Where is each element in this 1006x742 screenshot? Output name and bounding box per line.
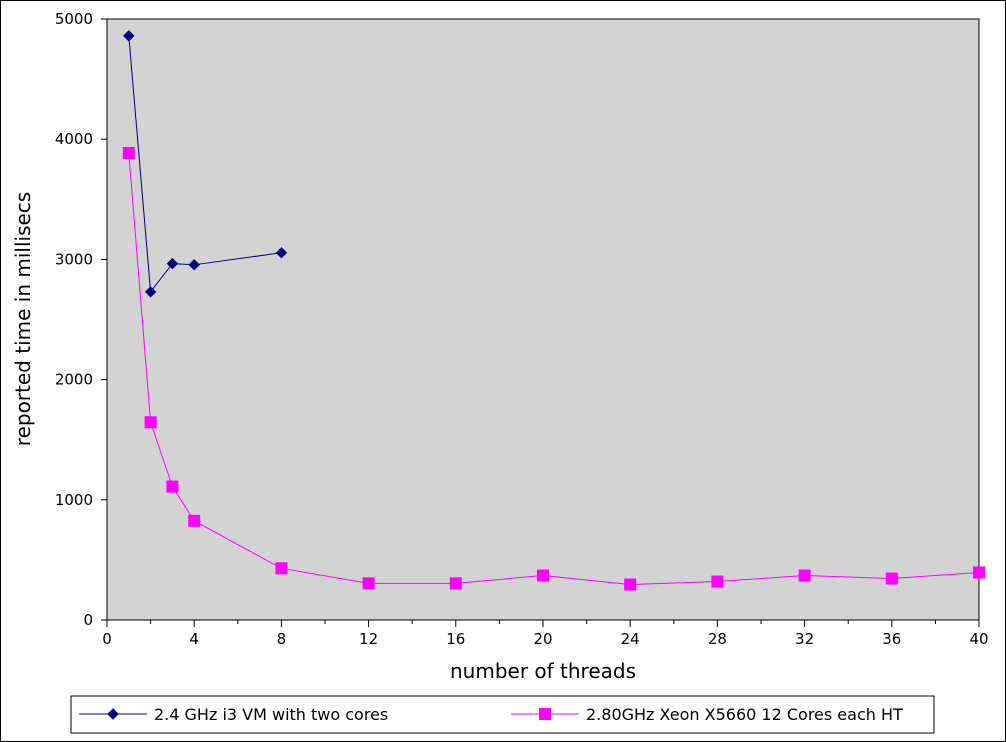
y-tick-label: 0 <box>83 611 93 629</box>
x-tick-label: 32 <box>795 630 814 648</box>
data-point <box>885 572 898 585</box>
plot-area <box>106 18 980 621</box>
legend-entry: 2.80GHz Xeon X5660 12 Cores each HT <box>511 705 903 724</box>
y-axis-title: reported time in millisecs <box>11 192 35 446</box>
x-tick-label: 12 <box>359 630 378 648</box>
data-point <box>144 416 157 429</box>
x-tick-label: 8 <box>277 630 287 648</box>
data-point <box>188 514 201 527</box>
x-tick-label: 0 <box>102 630 112 648</box>
legend: 2.4 GHz i3 VM with two cores 2.80GHz Xeon… <box>70 695 935 734</box>
data-point <box>537 569 549 582</box>
legend-entry: 2.4 GHz i3 VM with two cores <box>79 705 388 724</box>
y-tick-label: 4000 <box>55 130 93 148</box>
data-point <box>188 259 200 271</box>
x-axis-title: number of threads <box>450 659 636 683</box>
x-tick-label: 16 <box>446 630 465 648</box>
legend-marker <box>107 708 119 720</box>
legend-marker <box>539 708 551 720</box>
data-point <box>275 562 288 575</box>
data-point <box>144 286 157 298</box>
data-point <box>275 247 288 259</box>
legend-label: 2.4 GHz i3 VM with two cores <box>154 705 388 724</box>
x-tick-label: 28 <box>708 630 727 648</box>
x-tick-label: 20 <box>533 630 552 648</box>
data-point <box>798 569 811 582</box>
legend-box <box>70 695 935 734</box>
y-tick-label: 5000 <box>55 10 93 28</box>
y-tick-label: 3000 <box>55 250 93 268</box>
data-point <box>449 577 462 590</box>
series-1 <box>123 30 288 298</box>
data-point <box>166 257 179 270</box>
data-point <box>973 566 985 579</box>
x-axis: 0 4 8 12 16 20 24 28 32 36 40 <box>102 620 989 648</box>
y-tick-label: 2000 <box>55 371 93 389</box>
x-tick-label: 40 <box>969 630 988 648</box>
y-axis: 0 1000 2000 3000 4000 5000 <box>55 10 107 629</box>
x-tick-label: 24 <box>621 630 640 648</box>
x-tick-label: 4 <box>189 630 199 648</box>
data-point <box>123 30 135 42</box>
series-2 <box>122 147 985 591</box>
y-tick-label: 1000 <box>55 491 93 509</box>
legend-label: 2.80GHz Xeon X5660 12 Cores each HT <box>586 705 903 724</box>
data-point <box>362 577 375 590</box>
data-point <box>166 480 179 493</box>
series-layer <box>122 30 985 591</box>
data-point <box>122 147 135 160</box>
data-point <box>624 578 637 591</box>
data-point <box>711 575 724 588</box>
x-tick-label: 36 <box>882 630 901 648</box>
